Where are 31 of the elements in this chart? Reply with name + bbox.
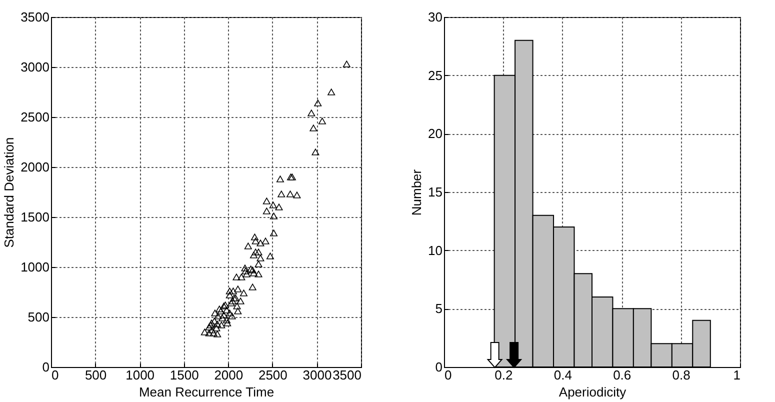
x-tick-label: 1000 [126,368,155,382]
y-tick-label: 25 [428,68,442,83]
y-tick-label: 500 [28,310,50,324]
y-tick-label: 3500 [20,10,50,24]
x-tick-label: 1500 [170,368,199,382]
y-axis-title: Standard Deviation [2,137,17,248]
y-tick-label: 2000 [20,160,50,174]
x-tick-label: 1 [733,368,740,382]
x-tick-label: 0.6 [613,368,632,382]
y-tick-label: 3000 [20,60,50,74]
y-tick-label: 20 [428,126,442,142]
x-axis-title: Aperiodicity [558,384,627,400]
y-tick-label: 1000 [20,260,50,274]
y-tick-label: 5 [435,301,442,316]
x-tick-label: 3500 [332,368,362,382]
x-tick-label: 500 [84,368,107,382]
y-tick-label: 10 [428,242,442,258]
y-tick-label: 30 [428,10,442,24]
x-tick-label: 2000 [214,368,244,382]
x-tick-label: 0.4 [554,368,572,382]
x-axis-title: Mean Recurrence Time [138,384,274,400]
x-tick-label: 2500 [258,368,288,382]
y-tick-label: 1500 [20,210,50,224]
y-tick-label: 15 [428,184,442,200]
x-tick-label: 3000 [302,368,332,382]
y-tick-label: 2500 [20,110,50,124]
x-tick-label: 0 [52,368,59,382]
x-tick-label: 0.8 [672,368,690,382]
x-tick-label: 0.2 [494,368,513,382]
x-tick-label: 0 [444,368,452,382]
y-axis-title: Number [409,168,424,216]
